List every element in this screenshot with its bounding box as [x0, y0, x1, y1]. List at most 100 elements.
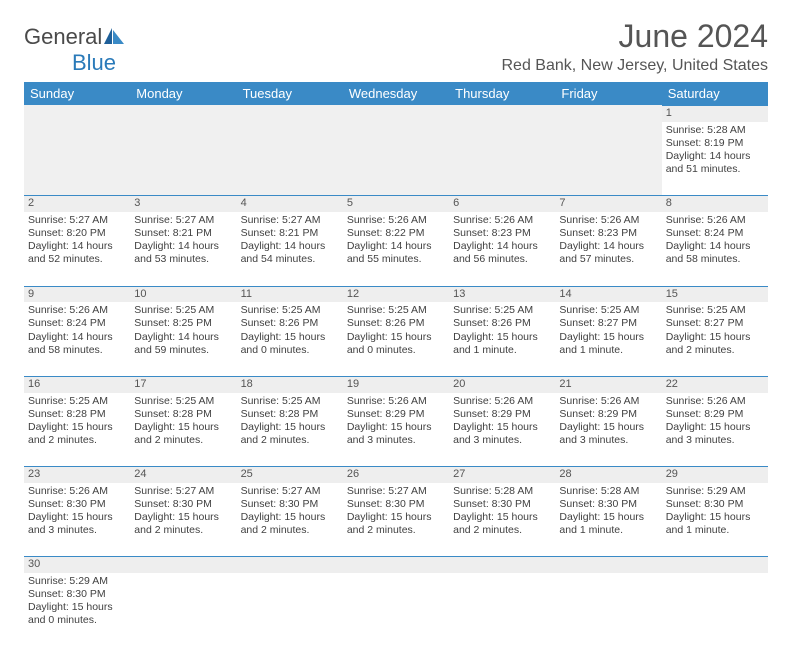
day-detail-cell: Sunrise: 5:27 AMSunset: 8:30 PMDaylight:… — [343, 483, 449, 557]
day-detail-cell: Sunrise: 5:29 AMSunset: 8:30 PMDaylight:… — [662, 483, 768, 557]
day-detail-line: Sunrise: 5:26 AM — [28, 304, 126, 317]
day-number-cell: 4 — [237, 196, 343, 212]
day-detail-line: Sunrise: 5:26 AM — [347, 214, 445, 227]
day-number-cell: 8 — [662, 196, 768, 212]
day-number-cell: 11 — [237, 286, 343, 302]
day-detail-line: Daylight: 15 hours and 3 minutes. — [666, 421, 764, 447]
day-number-cell — [24, 106, 130, 122]
header: General Blue June 2024 Red Bank, New Jer… — [24, 18, 768, 76]
weekday-header: Tuesday — [237, 82, 343, 106]
day-detail-cell: Sunrise: 5:25 AMSunset: 8:25 PMDaylight:… — [130, 302, 236, 376]
day-number-cell: 24 — [130, 467, 236, 483]
day-detail-line: Sunset: 8:23 PM — [559, 227, 657, 240]
day-detail-cell: Sunrise: 5:28 AMSunset: 8:30 PMDaylight:… — [555, 483, 661, 557]
day-number-cell: 19 — [343, 376, 449, 392]
day-detail-cell: Sunrise: 5:26 AMSunset: 8:23 PMDaylight:… — [555, 212, 661, 286]
detail-row: Sunrise: 5:26 AMSunset: 8:24 PMDaylight:… — [24, 302, 768, 376]
day-detail-line: Daylight: 15 hours and 2 minutes. — [28, 421, 126, 447]
day-detail-line: Sunrise: 5:27 AM — [241, 485, 339, 498]
day-detail-cell: Sunrise: 5:26 AMSunset: 8:29 PMDaylight:… — [449, 393, 555, 467]
day-number-cell: 15 — [662, 286, 768, 302]
day-detail-cell: Sunrise: 5:27 AMSunset: 8:30 PMDaylight:… — [130, 483, 236, 557]
day-detail-cell — [555, 573, 661, 647]
day-number-cell: 25 — [237, 467, 343, 483]
day-detail-line: Sunset: 8:29 PM — [347, 408, 445, 421]
day-detail-line: Sunset: 8:29 PM — [666, 408, 764, 421]
day-detail-line: Sunrise: 5:25 AM — [134, 395, 232, 408]
day-detail-cell: Sunrise: 5:25 AMSunset: 8:26 PMDaylight:… — [343, 302, 449, 376]
day-number-cell: 26 — [343, 467, 449, 483]
day-detail-line: Daylight: 14 hours and 51 minutes. — [666, 150, 764, 176]
weekday-header: Friday — [555, 82, 661, 106]
day-detail-line: Sunrise: 5:26 AM — [453, 395, 551, 408]
day-detail-line: Daylight: 15 hours and 1 minute. — [559, 331, 657, 357]
day-detail-line: Daylight: 15 hours and 1 minute. — [559, 511, 657, 537]
day-detail-line: Sunset: 8:28 PM — [241, 408, 339, 421]
day-detail-cell: Sunrise: 5:27 AMSunset: 8:30 PMDaylight:… — [237, 483, 343, 557]
detail-row: Sunrise: 5:29 AMSunset: 8:30 PMDaylight:… — [24, 573, 768, 647]
month-title: June 2024 — [502, 18, 769, 55]
day-detail-line: Sunset: 8:30 PM — [347, 498, 445, 511]
day-detail-line: Sunset: 8:29 PM — [453, 408, 551, 421]
day-number-cell: 28 — [555, 467, 661, 483]
day-detail-cell: Sunrise: 5:25 AMSunset: 8:26 PMDaylight:… — [449, 302, 555, 376]
day-detail-line: Daylight: 15 hours and 2 minutes. — [134, 421, 232, 447]
day-detail-line: Sunset: 8:20 PM — [28, 227, 126, 240]
day-detail-line: Sunrise: 5:26 AM — [559, 214, 657, 227]
day-detail-cell: Sunrise: 5:26 AMSunset: 8:24 PMDaylight:… — [24, 302, 130, 376]
day-detail-line: Daylight: 15 hours and 1 minute. — [453, 331, 551, 357]
day-detail-cell — [555, 122, 661, 196]
day-detail-cell: Sunrise: 5:27 AMSunset: 8:21 PMDaylight:… — [237, 212, 343, 286]
day-detail-line: Sunset: 8:22 PM — [347, 227, 445, 240]
day-detail-line: Sunset: 8:19 PM — [666, 137, 764, 150]
daynum-row: 1 — [24, 106, 768, 122]
day-detail-line: Sunset: 8:24 PM — [28, 317, 126, 330]
logo-word2: Blue — [72, 50, 116, 75]
day-detail-line: Sunset: 8:23 PM — [453, 227, 551, 240]
day-detail-cell: Sunrise: 5:25 AMSunset: 8:26 PMDaylight:… — [237, 302, 343, 376]
day-detail-line: Sunrise: 5:26 AM — [559, 395, 657, 408]
day-detail-line: Sunrise: 5:25 AM — [559, 304, 657, 317]
day-detail-line: Sunset: 8:26 PM — [347, 317, 445, 330]
day-detail-line: Daylight: 14 hours and 52 minutes. — [28, 240, 126, 266]
day-detail-cell: Sunrise: 5:25 AMSunset: 8:27 PMDaylight:… — [662, 302, 768, 376]
day-detail-line: Daylight: 15 hours and 0 minutes. — [241, 331, 339, 357]
day-detail-line: Sunset: 8:30 PM — [28, 498, 126, 511]
day-detail-line: Sunrise: 5:27 AM — [134, 485, 232, 498]
day-detail-cell — [449, 573, 555, 647]
day-detail-line: Sunrise: 5:26 AM — [666, 214, 764, 227]
day-detail-line: Sunrise: 5:25 AM — [134, 304, 232, 317]
day-number-cell — [343, 106, 449, 122]
day-detail-cell: Sunrise: 5:26 AMSunset: 8:29 PMDaylight:… — [662, 393, 768, 467]
day-detail-line: Sunset: 8:28 PM — [28, 408, 126, 421]
day-detail-line: Sunrise: 5:26 AM — [347, 395, 445, 408]
day-detail-line: Sunrise: 5:28 AM — [666, 124, 764, 137]
day-detail-line: Sunset: 8:30 PM — [453, 498, 551, 511]
location: Red Bank, New Jersey, United States — [502, 57, 769, 75]
day-number-cell: 30 — [24, 557, 130, 573]
day-number-cell: 7 — [555, 196, 661, 212]
day-detail-cell — [343, 573, 449, 647]
day-detail-line: Daylight: 15 hours and 3 minutes. — [28, 511, 126, 537]
day-detail-line: Sunrise: 5:27 AM — [28, 214, 126, 227]
day-number-cell: 6 — [449, 196, 555, 212]
weekday-header: Saturday — [662, 82, 768, 106]
day-detail-line: Sunrise: 5:27 AM — [347, 485, 445, 498]
day-detail-cell: Sunrise: 5:26 AMSunset: 8:30 PMDaylight:… — [24, 483, 130, 557]
day-detail-cell — [343, 122, 449, 196]
day-detail-line: Sunrise: 5:26 AM — [453, 214, 551, 227]
day-number-cell: 9 — [24, 286, 130, 302]
day-detail-cell: Sunrise: 5:26 AMSunset: 8:29 PMDaylight:… — [555, 393, 661, 467]
day-detail-line: Sunset: 8:30 PM — [666, 498, 764, 511]
day-detail-line: Sunset: 8:26 PM — [241, 317, 339, 330]
day-detail-line: Daylight: 15 hours and 0 minutes. — [28, 601, 126, 627]
day-detail-line: Sunset: 8:28 PM — [134, 408, 232, 421]
day-number-cell — [555, 106, 661, 122]
day-detail-line: Sunset: 8:30 PM — [559, 498, 657, 511]
day-detail-line: Daylight: 14 hours and 58 minutes. — [28, 331, 126, 357]
day-number-cell: 27 — [449, 467, 555, 483]
weekday-header-row: Sunday Monday Tuesday Wednesday Thursday… — [24, 82, 768, 106]
day-detail-cell: Sunrise: 5:25 AMSunset: 8:28 PMDaylight:… — [130, 393, 236, 467]
title-block: June 2024 Red Bank, New Jersey, United S… — [502, 18, 769, 75]
day-detail-cell: Sunrise: 5:25 AMSunset: 8:28 PMDaylight:… — [237, 393, 343, 467]
